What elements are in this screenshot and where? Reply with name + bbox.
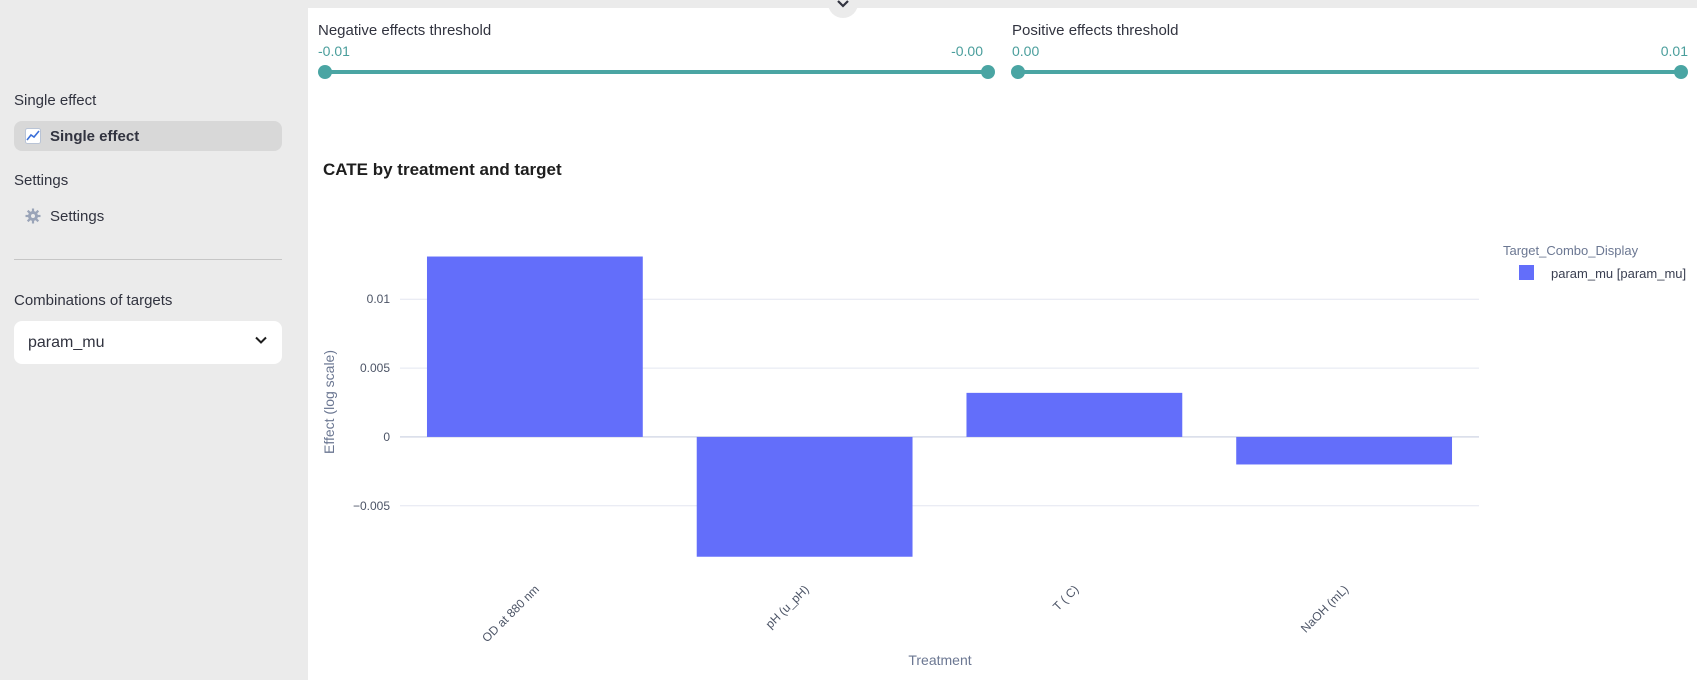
chevron-down-icon <box>836 0 850 14</box>
positive-threshold-min: 0.00 <box>1012 43 1040 59</box>
chart-title: CATE by treatment and target <box>323 160 562 179</box>
targets-select[interactable]: param_mu <box>14 321 282 364</box>
sidebar: Single effect Single effect Settings <box>0 0 308 680</box>
chart-grid <box>400 298 1479 507</box>
nav-item-label: Settings <box>50 207 105 225</box>
collapse-header-button[interactable] <box>828 0 858 18</box>
y-tick-label: 0 <box>383 430 390 444</box>
x-tick-label: pH (u_pH) <box>763 582 812 631</box>
y-tick-label: 0.005 <box>360 361 390 375</box>
chevron-down-icon <box>254 333 268 352</box>
legend-title: Target_Combo_Display <box>1503 243 1639 258</box>
legend-swatch <box>1519 265 1534 280</box>
y-axis-label: Effect (log scale) <box>321 350 337 454</box>
sidebar-divider <box>14 259 282 260</box>
negative-slider-min-thumb[interactable] <box>318 65 332 79</box>
bar[interactable] <box>696 436 913 557</box>
y-tick-label: 0.01 <box>367 292 391 306</box>
negative-threshold-title: Negative effects threshold <box>318 22 492 39</box>
targets-select-value: param_mu <box>28 333 105 351</box>
negative-slider-max-thumb[interactable] <box>981 65 995 79</box>
legend-entry: param_mu [param_mu] <box>1551 266 1686 281</box>
x-axis-label: Treatment <box>908 652 971 668</box>
bar[interactable] <box>1236 436 1453 465</box>
nav-item-single-effect[interactable]: Single effect <box>14 121 282 151</box>
negative-threshold-slider: Negative effects threshold -0.01 -0.00 <box>318 22 983 59</box>
gear-icon <box>24 207 42 225</box>
x-tick-label: OD at 880 nm <box>479 582 542 645</box>
y-tick-label: −0.005 <box>353 499 390 513</box>
targets-select-label: Combinations of targets <box>14 292 173 309</box>
nav-section-single-effect: Single effect <box>14 92 97 109</box>
positive-slider-track[interactable] <box>1011 65 1688 79</box>
nav-item-label: Single effect <box>50 127 140 145</box>
positive-threshold-slider: Positive effects threshold 0.00 0.01 <box>1012 22 1688 59</box>
top-header-bar <box>308 0 1697 8</box>
nav-section-settings: Settings <box>14 172 69 189</box>
nav-item-settings[interactable]: Settings <box>14 201 282 231</box>
negative-threshold-min: -0.01 <box>318 43 350 59</box>
negative-slider-track[interactable] <box>318 65 995 79</box>
bar[interactable] <box>966 392 1183 437</box>
bar[interactable] <box>426 256 643 437</box>
positive-slider-min-thumb[interactable] <box>1011 65 1025 79</box>
chart-bars <box>426 256 1453 557</box>
positive-slider-max-thumb[interactable] <box>1674 65 1688 79</box>
negative-threshold-max: -0.00 <box>951 43 983 59</box>
x-tick-label: NaOH (mL) <box>1298 582 1351 635</box>
chart-ticks: 0.01 0.005 0 −0.005 OD at 880 nm pH (u_pH) T (… <box>353 292 1351 645</box>
chart-line-icon <box>24 127 42 145</box>
x-tick-label: T ( C) <box>1050 582 1081 613</box>
positive-threshold-max: 0.01 <box>1660 43 1688 59</box>
positive-threshold-title: Positive effects threshold <box>1012 22 1179 39</box>
